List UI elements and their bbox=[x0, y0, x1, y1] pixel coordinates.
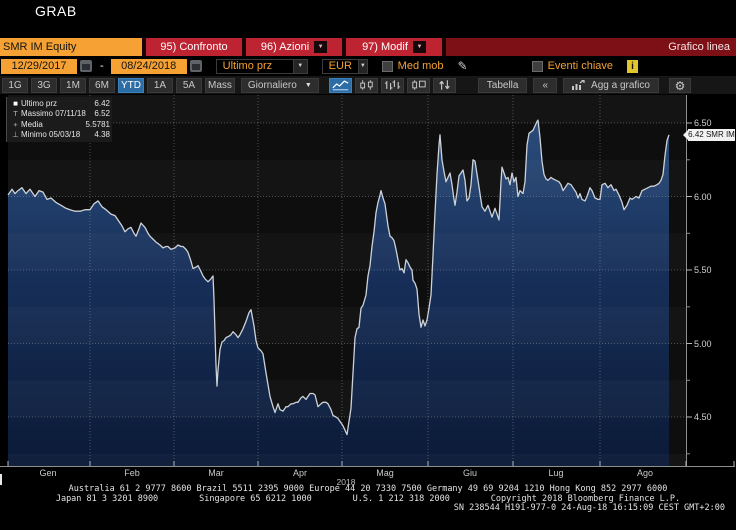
low-marker: ⊥ bbox=[12, 130, 19, 140]
price-chart-canvas[interactable] bbox=[0, 95, 736, 471]
ticker-input[interactable]: SMR IM Equity bbox=[0, 38, 142, 56]
menu-buttons: 95) Confronto 96) Azioni ▼ 97) Modif ▼ bbox=[142, 38, 442, 56]
table-button-label: Tabella bbox=[486, 79, 519, 91]
chevron-down-icon: ▼ bbox=[412, 41, 426, 53]
chevron-down-icon[interactable]: ▼ bbox=[292, 59, 307, 73]
date-to-input[interactable]: 08/24/2018 bbox=[110, 58, 187, 74]
currency-select[interactable]: EUR ▼ bbox=[321, 58, 368, 74]
menu-button-97-modif[interactable]: 97) Modif ▼ bbox=[346, 38, 442, 56]
eventi-chiave-checkbox[interactable] bbox=[531, 60, 543, 72]
legend-item-label: Minimo 05/03/18 bbox=[21, 130, 81, 140]
high-marker: T bbox=[13, 109, 18, 119]
eventi-chiave-label: Eventi chiave bbox=[547, 60, 614, 72]
legend-item-massimo-07-11-18[interactable]: T Massimo 07/11/18 6.52 bbox=[10, 109, 110, 120]
period-button-ytd[interactable]: YTD bbox=[118, 77, 144, 93]
view-title: Grafico linea bbox=[446, 38, 736, 56]
menu-button-label: 95) Confronto bbox=[160, 41, 228, 53]
info-icon[interactable]: i bbox=[627, 59, 639, 73]
period-button-1a[interactable]: 1A bbox=[147, 77, 173, 93]
add-to-chart-button[interactable]: Agg a grafico bbox=[563, 77, 659, 93]
price-type-value: Ultimo prz bbox=[222, 60, 273, 72]
candle-box-icon[interactable] bbox=[406, 77, 430, 93]
legend-item-media[interactable]: + Media 5.5781 bbox=[10, 119, 110, 130]
chart-type-buttons bbox=[328, 77, 456, 93]
calendar-icon[interactable] bbox=[80, 60, 92, 72]
price-type-select[interactable]: Ultimo prz ▼ bbox=[215, 58, 308, 74]
calendar-icon[interactable] bbox=[189, 60, 202, 72]
legend-item-label: Massimo 07/11/18 bbox=[21, 109, 86, 119]
med-mob-label: Med mob bbox=[397, 60, 444, 72]
legend-item-value: 6.52 bbox=[94, 109, 110, 119]
legend-item-value: 4.38 bbox=[94, 130, 110, 140]
candlestick-icon[interactable] bbox=[354, 77, 378, 93]
currency-value: EUR bbox=[328, 60, 352, 72]
period-button-3g[interactable]: 3G bbox=[31, 77, 57, 93]
med-mob-checkbox[interactable] bbox=[381, 60, 393, 72]
footer-contacts-line1: Australia 61 2 9777 8600 Brazil 5511 239… bbox=[68, 484, 668, 494]
function-toolbar: SMR IM Equity 95) Confronto 96) Azioni ▼ 97… bbox=[0, 38, 736, 56]
period-button-5a[interactable]: 5A bbox=[176, 77, 202, 93]
last-price-axis-label: 6.42 SMR IM bbox=[683, 129, 735, 141]
legend-item-minimo-05-03-18[interactable]: ⊥ Minimo 05/03/18 4.38 bbox=[10, 130, 110, 141]
period-buttons: 1G 3G 1M 6M YTD 1A 5A Mass bbox=[2, 77, 235, 93]
terminal-footer: Australia 61 2 9777 8600 Brazil 5511 239… bbox=[0, 484, 736, 514]
up-down-arrows-icon[interactable] bbox=[432, 77, 456, 93]
period-toolbar: 1G 3G 1M 6M YTD 1A 5A Mass Giornaliero ▼ Tabell… bbox=[0, 76, 736, 94]
chart-legend: ■ Ultimo prz 6.42 T Massimo 07/11/18 6.52 + Med… bbox=[6, 97, 112, 142]
period-button-6m[interactable]: 6M bbox=[89, 77, 115, 93]
pencil-icon[interactable]: ✎ bbox=[457, 59, 468, 73]
table-button[interactable]: Tabella bbox=[477, 77, 528, 93]
legend-item-ultimo-prz[interactable]: ■ Ultimo prz 6.42 bbox=[10, 98, 110, 109]
terminal-caret bbox=[0, 474, 2, 485]
collapse-button-label: « bbox=[542, 79, 549, 91]
mean-marker: + bbox=[13, 119, 18, 129]
add-to-chart-label: Agg a grafico bbox=[591, 79, 650, 91]
chevron-down-icon: ▼ bbox=[314, 41, 328, 53]
date-from-input[interactable]: 12/29/2017 bbox=[1, 58, 77, 74]
date-range-separator: - bbox=[100, 60, 104, 72]
menu-button-96-azioni[interactable]: 96) Azioni ▼ bbox=[246, 38, 342, 56]
menu-button-label: 96) Azioni bbox=[260, 41, 310, 53]
frequency-select[interactable]: Giornaliero ▼ bbox=[240, 77, 319, 93]
footer-contacts-line2: Japan 81 3 3201 8900 Singapore 65 6212 1… bbox=[55, 493, 681, 504]
gear-icon[interactable]: ⚙ bbox=[668, 77, 691, 93]
menu-button-label: 97) Modif bbox=[362, 41, 408, 53]
chevron-down-icon[interactable]: ▼ bbox=[357, 59, 367, 73]
line-chart-icon[interactable] bbox=[328, 77, 352, 93]
window-title: GRAB bbox=[35, 3, 77, 19]
period-button-1m[interactable]: 1M bbox=[60, 77, 86, 93]
last-price-marker: ■ bbox=[13, 98, 18, 108]
menu-button-95-confronto[interactable]: 95) Confronto bbox=[146, 38, 242, 56]
legend-item-label: Ultimo prz bbox=[21, 98, 58, 108]
legend-item-value: 5.5781 bbox=[85, 119, 110, 129]
period-button-1g[interactable]: 1G bbox=[2, 77, 28, 93]
ohlc-bars-icon[interactable] bbox=[380, 77, 404, 93]
footer-session-info: SN 238544 H191-977-0 24-Aug-18 16:15:09 … bbox=[453, 503, 725, 514]
frequency-value: Giornaliero bbox=[247, 79, 297, 91]
period-button-mass[interactable]: Mass bbox=[205, 77, 235, 93]
collapse-button[interactable]: « bbox=[533, 77, 558, 93]
chart-controls: 12/29/2017 - 08/24/2018 Ultimo prz ▼ EUR… bbox=[0, 57, 736, 75]
add-chart-icon bbox=[572, 80, 585, 90]
legend-item-label: Media bbox=[21, 119, 43, 129]
legend-item-value: 6.42 bbox=[94, 98, 110, 108]
chevron-down-icon: ▼ bbox=[304, 81, 312, 89]
